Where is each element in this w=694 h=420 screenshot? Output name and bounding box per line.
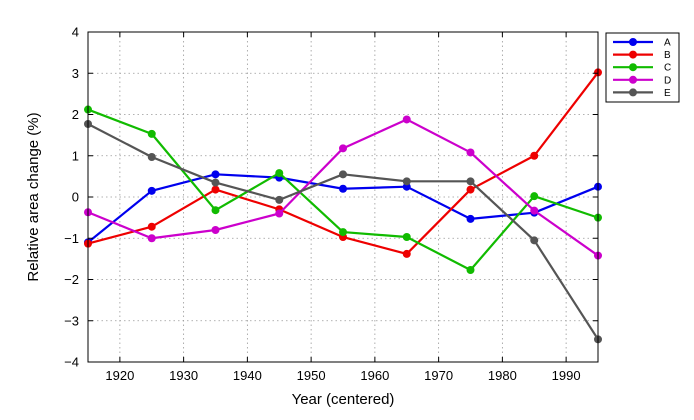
data-point [466, 266, 475, 275]
data-point [147, 129, 156, 138]
legend-entry-C: C [613, 63, 671, 74]
y-tick-label: 3 [72, 66, 79, 81]
y-tick-label: −4 [64, 355, 79, 370]
data-point [402, 115, 411, 124]
data-point [466, 148, 475, 157]
data-point [147, 234, 156, 243]
x-tick-label: 1960 [360, 368, 389, 383]
y-tick-label: −2 [64, 272, 79, 287]
data-point [530, 151, 539, 160]
data-point [466, 177, 475, 186]
data-point [402, 233, 411, 242]
axis-ticks: 1920 1930 1940 1950 1960 1970 1980 1990 −4 −3 −2 −1… [64, 25, 598, 383]
data-point [339, 170, 347, 179]
legend-swatch-marker [629, 88, 637, 97]
y-tick-label: −3 [64, 313, 79, 328]
data-point [275, 195, 284, 204]
y-tick-label: 2 [72, 107, 79, 122]
y-axis-label: Relative area change (%) [25, 112, 42, 281]
data-point [211, 178, 220, 187]
data-point [211, 206, 220, 215]
legend-entry-D: D [613, 75, 671, 86]
x-tick-label: 1930 [169, 368, 198, 383]
x-tick-label: 1950 [297, 368, 326, 383]
legend-entry-E: E [613, 88, 671, 99]
series-group [84, 68, 602, 344]
data-point [147, 186, 156, 195]
data-point [211, 170, 220, 179]
grid [88, 32, 598, 362]
y-tick-label: 4 [72, 25, 79, 40]
data-point [466, 185, 475, 194]
data-point [275, 209, 284, 218]
data-point [147, 222, 156, 231]
x-tick-label: 1970 [424, 368, 453, 383]
data-point [530, 206, 539, 215]
legend-entry-B: B [613, 50, 671, 61]
legend-entry-A: A [613, 38, 671, 49]
data-point [339, 144, 347, 153]
x-tick-label: 1920 [105, 368, 134, 383]
data-point [339, 228, 347, 237]
data-point [211, 226, 220, 234]
series-D [84, 115, 602, 260]
x-tick-label: 1980 [488, 368, 517, 383]
legend-label: B [664, 50, 671, 61]
legend-label: E [664, 88, 671, 99]
series-A [84, 170, 602, 247]
data-point [466, 214, 475, 223]
legend-label: D [664, 75, 671, 86]
y-tick-label: 0 [72, 190, 79, 205]
y-tick-label: 1 [72, 148, 79, 163]
data-point [530, 192, 539, 201]
x-tick-label: 1940 [233, 368, 262, 383]
legend-swatch-marker [629, 50, 637, 59]
data-point [147, 152, 156, 161]
data-point [402, 177, 411, 186]
data-point [275, 169, 284, 178]
legend-swatch-marker [629, 63, 637, 72]
data-point [402, 249, 411, 258]
legend-label: A [664, 38, 671, 49]
y-tick-label: −1 [64, 231, 79, 246]
x-tick-label: 1990 [552, 368, 581, 383]
legend-swatch-marker [629, 75, 637, 84]
legend-swatch-marker [629, 38, 637, 46]
data-point [530, 236, 539, 245]
data-point [211, 185, 220, 194]
data-point [339, 184, 347, 193]
x-axis-label: Year (centered) [292, 391, 395, 408]
legend-label: C [664, 63, 671, 74]
